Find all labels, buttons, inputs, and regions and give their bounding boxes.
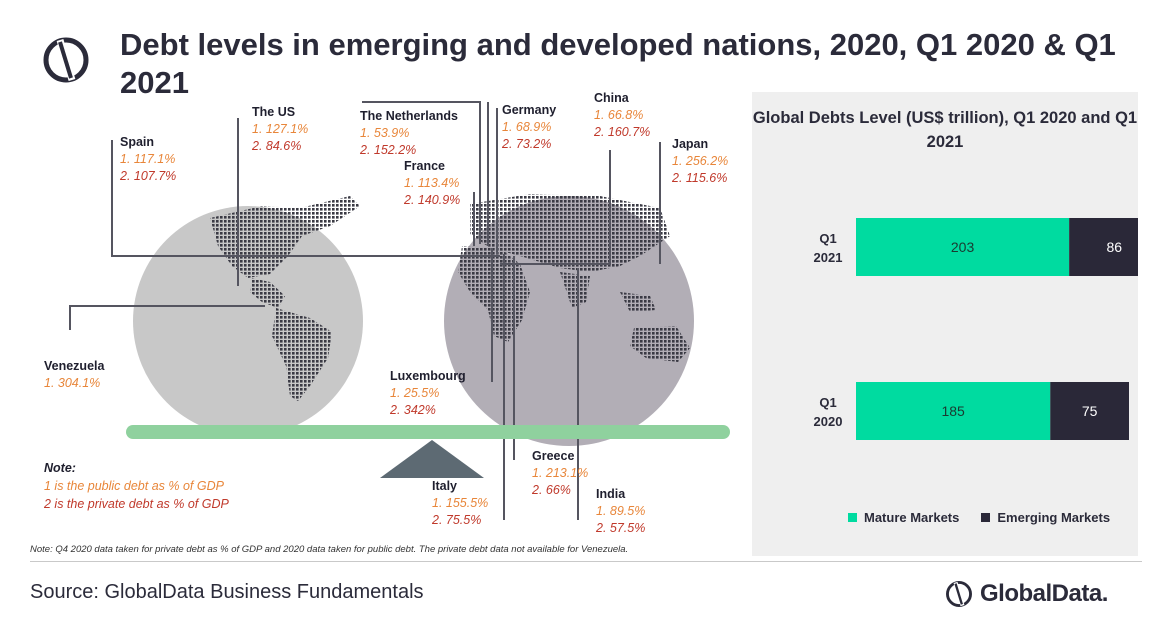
- chart-legend: Mature Markets Emerging Markets: [848, 510, 1132, 525]
- stacked-bar-chart: Q1 2021 203 86 Q1 2020 185 75: [814, 218, 1138, 440]
- label-luxembourg: Luxembourg 1. 25.5% 2. 342%: [390, 369, 466, 417]
- legend-swatch-mature: [848, 513, 857, 522]
- label-india: India 1. 89.5% 2. 57.5%: [596, 487, 646, 535]
- label-china: China 1. 66.8% 2. 160.7%: [594, 91, 651, 139]
- category-label: Q1 2020: [814, 395, 843, 429]
- label-the-us: The US 1. 127.1% 2. 84.6%: [252, 105, 309, 153]
- bar-value-label: 75: [1082, 403, 1098, 419]
- label-italy: Italy 1. 155.5% 2. 75.5%: [432, 479, 489, 527]
- bar-segment: [1069, 218, 1138, 276]
- source-text: Source: GlobalData Business Fundamentals: [30, 581, 424, 603]
- label-spain: Spain 1. 117.1% 2. 107.7%: [120, 135, 177, 183]
- note-public-debt: 1 is the public debt as % of GDP: [44, 479, 224, 493]
- footer-divider: [30, 561, 1142, 562]
- brand-logo: GlobalData.: [944, 578, 1108, 610]
- eurasia-africa-landmass: [458, 194, 690, 362]
- bar-segment: [1050, 382, 1129, 440]
- globes-illustration: [69, 101, 730, 520]
- note-private-debt: 2 is the private debt as % of GDP: [44, 497, 229, 511]
- world-debt-map: Spain 1. 117.1% 2. 107.7% The US 1. 127.1% 2…: [0, 91, 740, 556]
- legend-note: Note: 1 is the public debt as % of GDP 2…: [44, 459, 229, 513]
- label-the-netherlands: The Netherlands 1. 53.9% 2. 152.2%: [360, 109, 458, 157]
- footnote: Note: Q4 2020 data taken for private deb…: [30, 544, 629, 555]
- connector-lines: [69, 101, 661, 520]
- note-heading: Note:: [44, 461, 76, 475]
- balance-fulcrum: [380, 440, 484, 478]
- label-venezuela: Venezuela 1. 304.1%: [44, 359, 105, 390]
- chart-title: Global Debts Level (US$ trillion), Q1 20…: [752, 109, 1138, 151]
- americas-landmass: [210, 196, 360, 401]
- globaldata-brand-icon: [946, 581, 972, 607]
- global-debt-chart-panel: Global Debts Level (US$ trillion), Q1 20…: [752, 92, 1138, 556]
- balance-beam: [126, 425, 730, 439]
- bar-segment: [856, 382, 1051, 440]
- bar-value-label: 203: [951, 239, 975, 255]
- legend-swatch-emerging: [981, 513, 991, 522]
- label-germany: Germany 1. 68.9% 2. 73.2%: [502, 103, 557, 151]
- category-label: Q1 2021: [814, 231, 843, 265]
- page-title: Debt levels in emerging and developed na…: [120, 27, 1116, 100]
- label-greece: Greece 1. 213.1% 2. 66%: [532, 449, 589, 497]
- label-france: France 1. 113.4% 2. 140.9%: [404, 159, 461, 207]
- legend-mature-markets: Mature Markets: [848, 510, 959, 525]
- bar-value-label: 86: [1107, 239, 1123, 255]
- legend-emerging-markets: Emerging Markets: [981, 510, 1110, 525]
- globaldata-logo-icon: [43, 37, 89, 83]
- bar-segment: [856, 218, 1070, 276]
- label-japan: Japan 1. 256.2% 2. 115.6%: [672, 137, 729, 185]
- brand-name: GlobalData.: [980, 580, 1108, 607]
- bar-value-label: 185: [941, 403, 965, 419]
